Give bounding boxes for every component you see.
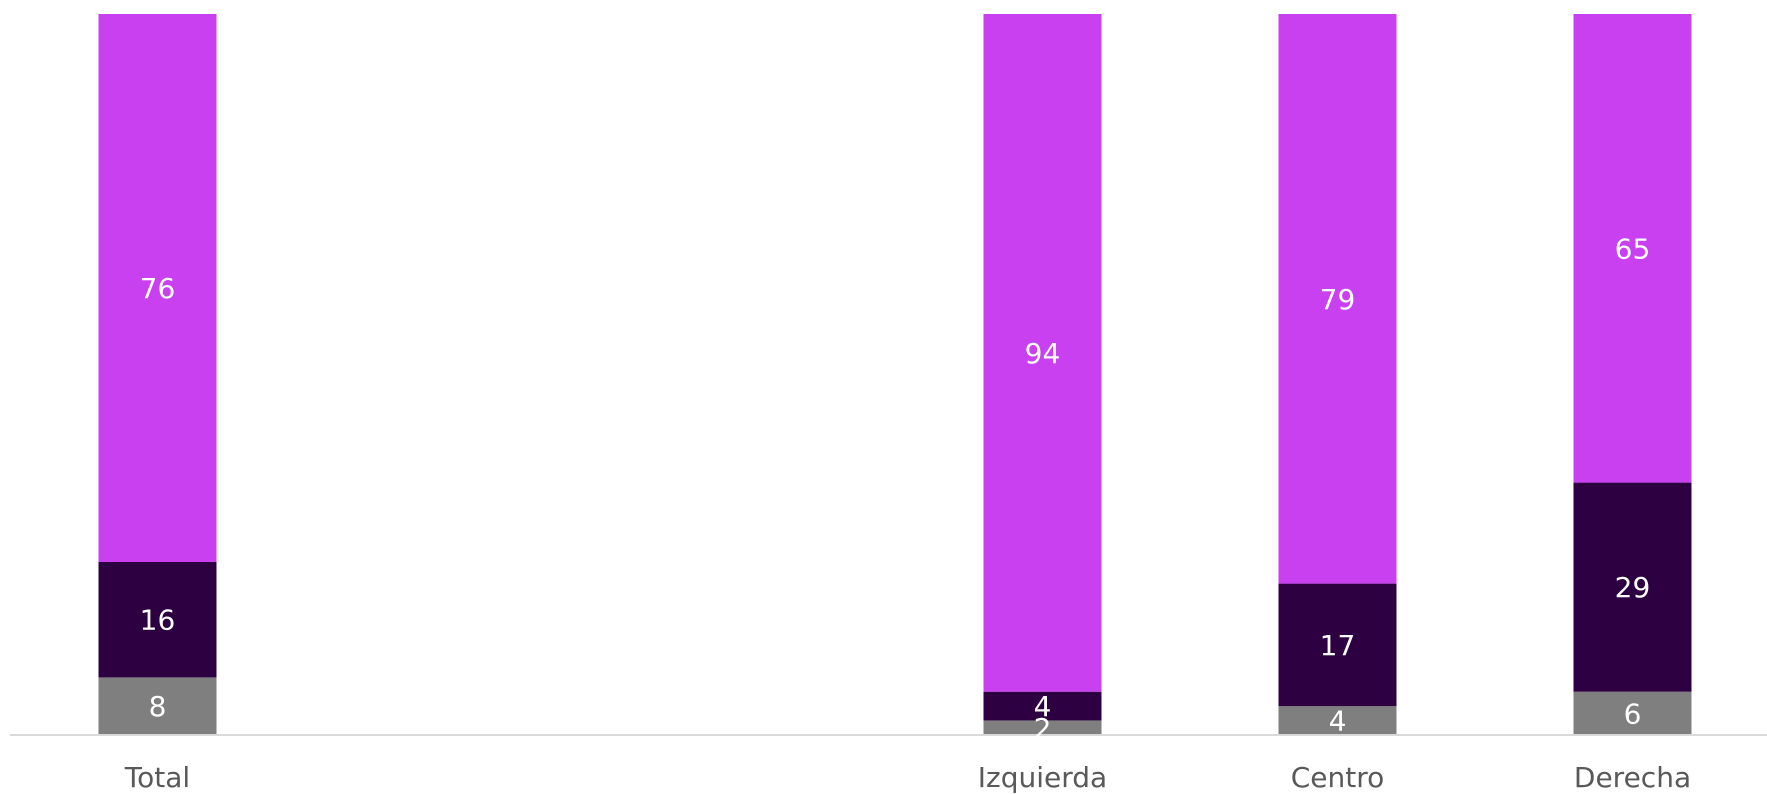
- data-label-centro-1: 17: [1320, 629, 1356, 662]
- data-label-izquierda-1: 4: [1034, 690, 1052, 723]
- bar-segment-total-1: [98, 562, 217, 678]
- category-label-izquierda: Izquierda: [978, 761, 1107, 794]
- bar-segment-total-0: [98, 677, 217, 735]
- bar-segment-izquierda-1: [983, 691, 1102, 721]
- data-label-derecha-2: 65: [1615, 232, 1651, 265]
- bar-segment-centro-2: [1278, 14, 1397, 584]
- data-label-total-0: 8: [149, 690, 167, 723]
- category-label-derecha: Derecha: [1574, 761, 1691, 794]
- bar-segment-derecha-1: [1573, 482, 1692, 692]
- bar-segment-centro-0: [1278, 706, 1397, 735]
- data-label-total-1: 16: [140, 604, 176, 637]
- category-labels-layer: TotalIzquierdaCentroDerechaNo identifica…: [124, 761, 1691, 794]
- category-label-total: Total: [124, 761, 190, 794]
- bar-segment-derecha-0: [1573, 691, 1692, 735]
- bar-segment-total-2: [98, 14, 217, 562]
- bar-segment-izquierda-2: [983, 14, 1102, 692]
- data-label-derecha-1: 29: [1615, 571, 1651, 604]
- category-label-centro: Centro: [1291, 761, 1385, 794]
- data-label-derecha-0: 6: [1624, 697, 1642, 730]
- data-label-total-2: 76: [140, 272, 176, 305]
- data-label-centro-2: 79: [1320, 283, 1356, 316]
- bar-segment-derecha-2: [1573, 14, 1692, 483]
- data-label-centro-0: 4: [1329, 705, 1347, 738]
- data-labels-layer: 8167624944177962965161272: [140, 232, 1651, 745]
- bar-segment-centro-1: [1278, 583, 1397, 707]
- bars-layer: [98, 14, 1692, 735]
- bar-segment-izquierda-0: [983, 720, 1102, 735]
- data-label-izquierda-2: 94: [1025, 337, 1061, 370]
- data-label-izquierda-0: 2: [1034, 712, 1052, 745]
